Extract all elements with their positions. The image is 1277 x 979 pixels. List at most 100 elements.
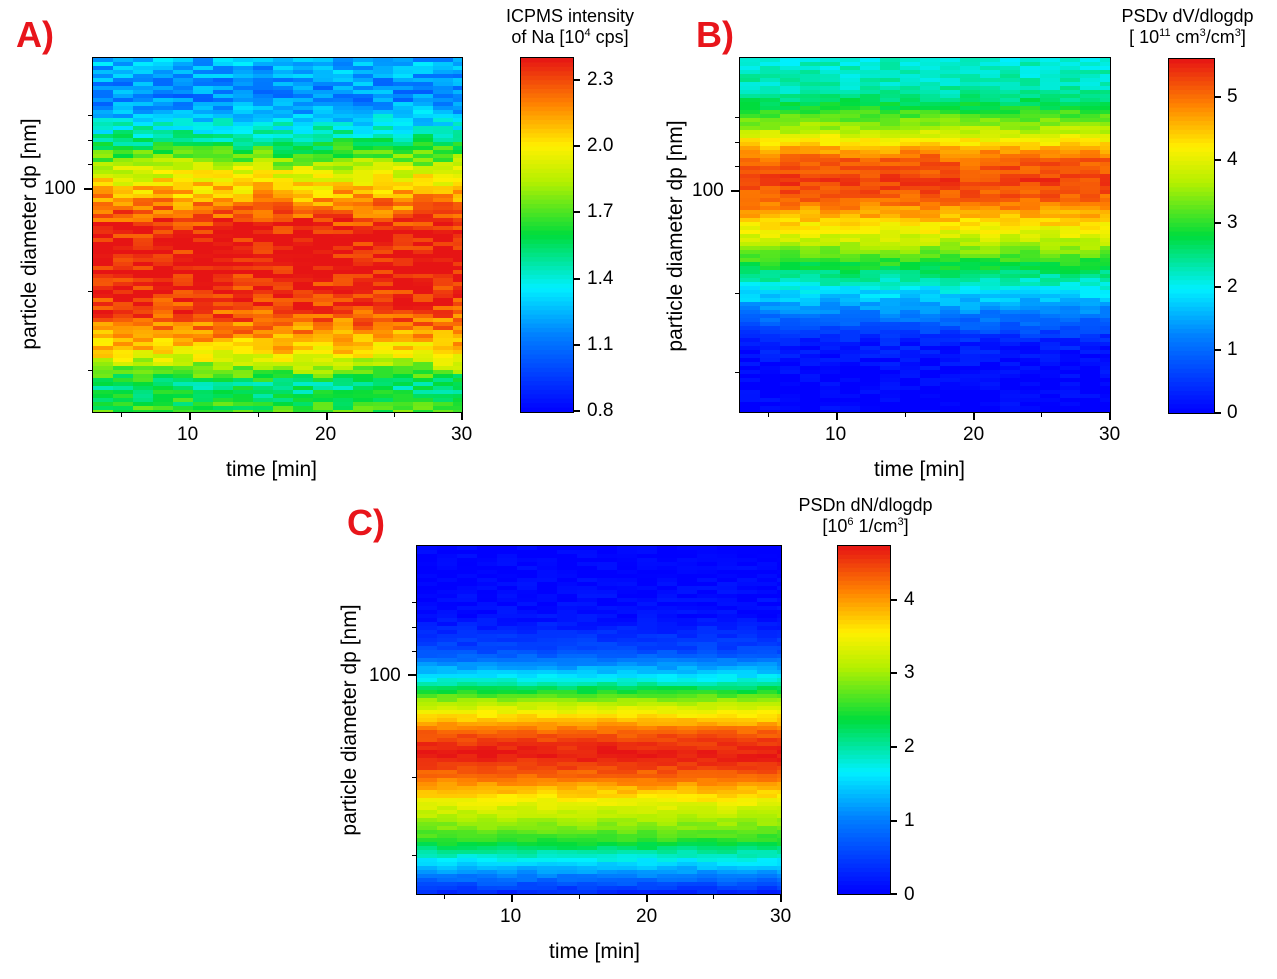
heatmap-cell — [1000, 302, 1021, 307]
heatmap-cell — [433, 330, 454, 335]
heatmap-cell — [173, 58, 194, 63]
heatmap-cell — [417, 590, 438, 595]
heatmap-cell — [860, 402, 881, 407]
heatmap-cell — [233, 182, 254, 187]
heatmap-cell — [1040, 178, 1061, 183]
heatmap-cell — [637, 678, 658, 683]
heatmap-cell — [433, 146, 454, 151]
heatmap-cell — [413, 286, 434, 291]
heatmap-cell — [457, 582, 478, 587]
heatmap-cell — [920, 402, 941, 407]
heatmap-cell — [1040, 262, 1061, 267]
heatmap-cell — [820, 202, 841, 207]
heatmap-cell — [213, 150, 234, 155]
heatmap-cell — [740, 98, 761, 103]
heatmap-cell — [393, 274, 414, 279]
heatmap-cell — [93, 250, 114, 255]
heatmap-cell — [657, 702, 678, 707]
heatmap-cell — [1020, 358, 1041, 363]
heatmap-cell — [93, 82, 114, 87]
heatmap-cell — [1000, 222, 1021, 227]
heatmap-cell — [737, 718, 758, 723]
heatmap-cell — [637, 614, 658, 619]
heatmap-cell — [697, 778, 718, 783]
heatmap-cell — [1020, 306, 1041, 311]
heatmap-cell — [153, 250, 174, 255]
heatmap-cell — [417, 770, 438, 775]
heatmap-cell — [433, 278, 454, 283]
heatmap-cell — [740, 118, 761, 123]
heatmap-cell — [453, 58, 462, 63]
heatmap-cell — [717, 642, 738, 647]
heatmap-cell — [517, 606, 538, 611]
heatmap-cell — [373, 390, 394, 395]
x-major-tick-b — [973, 413, 975, 420]
heatmap-cell — [1000, 242, 1021, 247]
heatmap-cell — [577, 582, 598, 587]
heatmap-cell — [777, 714, 781, 719]
heatmap-cell — [617, 662, 638, 667]
heatmap-cell — [1100, 82, 1110, 87]
heatmap-cell — [980, 310, 1001, 315]
heatmap-cell — [900, 162, 921, 167]
heatmap-cell — [393, 406, 414, 411]
heatmap-cell — [497, 558, 518, 563]
heatmap-cell — [113, 138, 134, 143]
heatmap-cell — [1020, 114, 1041, 119]
heatmap-cell — [860, 106, 881, 111]
heatmap-cell — [617, 726, 638, 731]
heatmap-cell — [557, 802, 578, 807]
heatmap-cell — [353, 166, 374, 171]
heatmap-cell — [477, 806, 498, 811]
heatmap-cell — [333, 350, 354, 355]
heatmap-cell — [920, 258, 941, 263]
y-axis-title-a: particle diameter dp [nm] — [18, 118, 41, 350]
heatmap-cell — [840, 78, 861, 83]
heatmap-cell — [617, 830, 638, 835]
heatmap-cell — [980, 234, 1001, 239]
heatmap-cell — [537, 618, 558, 623]
heatmap-cell — [457, 622, 478, 627]
heatmap-cell — [1040, 370, 1061, 375]
heatmap-cell — [760, 146, 781, 151]
heatmap-cell — [1080, 266, 1101, 271]
heatmap-cell — [437, 766, 458, 771]
heatmap-cell — [980, 338, 1001, 343]
heatmap-cell — [413, 162, 434, 167]
colorbar-segment — [1169, 103, 1214, 109]
heatmap-cell — [960, 322, 981, 327]
heatmap-cell — [233, 230, 254, 235]
heatmap-cell — [697, 754, 718, 759]
heatmap-cell — [960, 286, 981, 291]
heatmap-cell — [497, 770, 518, 775]
heatmap-cell — [373, 186, 394, 191]
heatmap-cell — [1000, 350, 1021, 355]
heatmap-cell — [1000, 298, 1021, 303]
heatmap-cell — [900, 390, 921, 395]
heatmap-cell — [193, 402, 214, 407]
heatmap-cell — [313, 358, 334, 363]
heatmap-cell — [880, 106, 901, 111]
heatmap-cell — [233, 246, 254, 251]
heatmap-cell — [173, 226, 194, 231]
colorbar-title-part: [ 10 — [1129, 27, 1160, 47]
heatmap-cell — [757, 602, 778, 607]
heatmap-cell — [637, 546, 658, 551]
heatmap-cell — [717, 562, 738, 567]
heatmap-cell — [757, 810, 778, 815]
heatmap-cell — [133, 82, 154, 87]
colorbar-segment — [521, 341, 573, 347]
heatmap-cell — [637, 638, 658, 643]
heatmap-cell — [780, 390, 801, 395]
heatmap-cell — [313, 262, 334, 267]
heatmap-cell — [777, 746, 781, 751]
heatmap-cell — [517, 742, 538, 747]
heatmap-cell — [920, 378, 941, 383]
heatmap-cell — [313, 322, 334, 327]
heatmap-cell — [1020, 90, 1041, 95]
heatmap-cell — [453, 250, 462, 255]
heatmap-cell — [413, 170, 434, 175]
heatmap-cell — [697, 786, 718, 791]
heatmap-cell — [233, 78, 254, 83]
heatmap-cell — [153, 290, 174, 295]
